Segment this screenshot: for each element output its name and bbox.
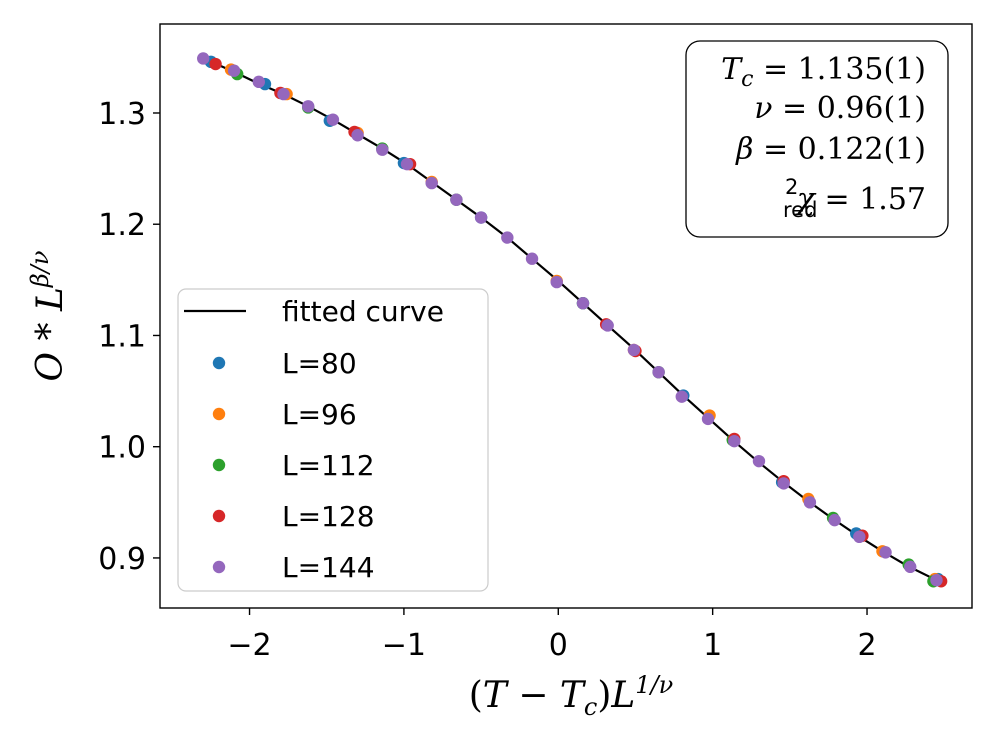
y-tick-label: 1.3 (98, 97, 146, 132)
x-tick-label: 1 (703, 628, 722, 663)
data-point (550, 275, 563, 289)
x-tick-label: 2 (857, 628, 876, 663)
svg-text:2: 2 (785, 175, 798, 199)
y-tick-label: 0.9 (98, 542, 146, 577)
data-point (803, 496, 817, 509)
plot-frame (159, 23, 973, 609)
series-l-144 (197, 52, 943, 587)
data-point (728, 434, 741, 448)
data-point (351, 129, 364, 142)
legend-marker (212, 509, 226, 523)
data-point (227, 64, 241, 77)
svg-text:O * Lβ/ν: O * Lβ/ν (26, 251, 71, 382)
x-tick-label: −1 (382, 628, 426, 663)
x-tick-label: −2 (227, 628, 271, 663)
legend-marker (212, 560, 226, 574)
beta-line: β = 0.122(1) (735, 132, 926, 167)
tc-line: Tc = 1.135(1) (721, 52, 926, 92)
y-tick-label: 1.2 (98, 208, 146, 243)
x-tick-label: 0 (549, 628, 568, 663)
data-points-layer (197, 52, 948, 588)
data-point (904, 560, 917, 574)
nu-line: ν = 0.96(1) (754, 91, 926, 126)
data-point (197, 52, 210, 65)
data-point (277, 87, 290, 101)
data-point (525, 252, 539, 265)
data-point (701, 412, 715, 426)
data-point (777, 477, 790, 490)
data-point (652, 365, 665, 379)
x-axis-title: (T − Tc)L1/ν (469, 671, 674, 721)
data-point (450, 193, 463, 206)
chi-line: χ = 1.57 2 red (783, 175, 926, 222)
data-point (302, 100, 315, 113)
data-point (930, 573, 943, 587)
fit-parameters-box: Tc = 1.135(1) ν = 0.96(1) β = 0.122(1) χ… (685, 40, 949, 238)
data-point (425, 176, 438, 190)
data-point (879, 546, 892, 559)
data-point (400, 157, 414, 171)
data-point (209, 57, 222, 71)
legend-marker (212, 407, 226, 421)
legend-label: L=96 (282, 398, 357, 431)
data-point (376, 143, 389, 156)
x-axis-ticks: −2 −1 0 1 2 (227, 608, 877, 663)
legend-frame (177, 288, 489, 592)
legend-marker (212, 356, 226, 370)
data-point (326, 113, 340, 126)
data-point (627, 343, 641, 357)
legend-label: L=80 (282, 347, 357, 380)
y-tick-label: 1.0 (98, 431, 146, 466)
y-axis-title: O * Lβ/ν (26, 251, 71, 382)
data-point (474, 211, 488, 224)
y-axis-ticks: 0.9 1.0 1.1 1.2 1.3 (98, 97, 160, 577)
legend-label: L=112 (282, 449, 375, 482)
data-point (501, 231, 514, 244)
legend: fitted curve L=80 L=96 L=112 L=128 L=144 (177, 288, 489, 592)
legend-label: L=144 (282, 551, 375, 584)
annotation-frame (685, 40, 949, 238)
svg-text:χ = 1.57: χ = 1.57 (795, 182, 926, 217)
data-point (675, 390, 688, 403)
svg-text:red: red (783, 198, 817, 222)
data-point (853, 530, 866, 544)
data-point (576, 297, 590, 310)
y-tick-label: 1.1 (98, 319, 146, 354)
data-point (601, 319, 614, 332)
data-point (828, 513, 841, 527)
svg-text:(T − Tc)L1/ν: (T − Tc)L1/ν (469, 671, 674, 721)
data-point (752, 454, 766, 468)
legend-label: fitted curve (282, 295, 444, 328)
data-point (252, 75, 265, 89)
legend-marker (212, 458, 226, 472)
legend-label: L=128 (282, 500, 375, 533)
